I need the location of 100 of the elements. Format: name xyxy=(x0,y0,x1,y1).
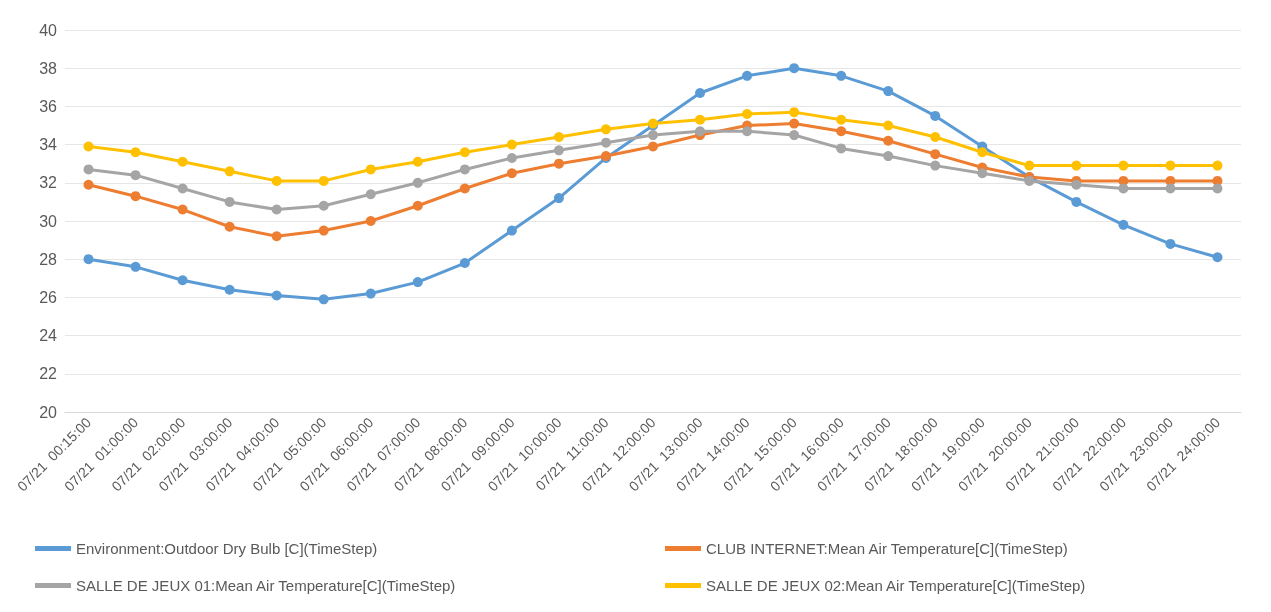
point xyxy=(459,183,470,194)
point xyxy=(836,143,847,154)
legend-label: SALLE DE JEUX 01:Mean Air Temperature[C](TimeStep) xyxy=(76,577,456,594)
point xyxy=(1118,183,1129,194)
point xyxy=(271,175,282,186)
legend-label: SALLE DE JEUX 02:Mean Air Temperature[C](TimeStep) xyxy=(706,577,1086,594)
point xyxy=(412,200,423,211)
point xyxy=(1024,160,1035,171)
point xyxy=(224,166,235,177)
point xyxy=(318,294,329,305)
point xyxy=(271,204,282,215)
point xyxy=(412,156,423,167)
point xyxy=(648,141,658,152)
y-tick-label: 34 xyxy=(39,136,58,154)
point xyxy=(412,177,423,188)
point xyxy=(506,139,517,150)
point xyxy=(695,114,706,125)
point xyxy=(1165,183,1176,194)
point xyxy=(742,70,753,81)
point xyxy=(883,86,894,97)
point xyxy=(271,231,282,242)
point xyxy=(506,168,517,179)
point xyxy=(648,130,658,141)
y-tick-label: 30 xyxy=(39,212,58,230)
point xyxy=(271,290,282,301)
point xyxy=(1212,252,1223,263)
legend-label: Environment:Outdoor Dry Bulb [C](TimeStep) xyxy=(76,540,378,557)
point xyxy=(318,200,329,211)
point xyxy=(83,179,94,190)
point xyxy=(83,141,94,152)
point xyxy=(318,175,329,186)
point xyxy=(506,152,517,163)
point xyxy=(365,189,376,200)
legend-label: CLUB INTERNET:Mean Air Temperature[C](TimeStep) xyxy=(706,540,1068,557)
point xyxy=(977,168,988,179)
point xyxy=(553,193,564,204)
y-tick-label: 26 xyxy=(39,288,58,306)
point xyxy=(1071,179,1082,190)
point xyxy=(130,170,141,181)
point xyxy=(789,107,800,118)
point xyxy=(553,131,564,142)
point xyxy=(1212,183,1223,194)
point xyxy=(1165,238,1176,249)
point xyxy=(930,131,941,142)
point xyxy=(883,135,894,146)
point xyxy=(600,124,611,135)
point xyxy=(930,160,941,171)
point xyxy=(930,110,941,121)
point xyxy=(177,183,188,194)
point xyxy=(883,120,894,131)
point xyxy=(130,261,141,272)
point xyxy=(459,164,470,175)
point xyxy=(318,225,329,236)
point xyxy=(1118,160,1129,171)
point xyxy=(836,114,847,125)
point xyxy=(695,88,706,99)
y-tick-label: 24 xyxy=(39,327,58,345)
point xyxy=(224,221,235,232)
point xyxy=(789,63,800,74)
point xyxy=(1212,160,1223,171)
point xyxy=(789,118,800,129)
point xyxy=(224,284,235,295)
point xyxy=(177,275,188,286)
point xyxy=(412,277,423,288)
point xyxy=(977,147,988,158)
point xyxy=(459,258,470,269)
point xyxy=(83,254,94,265)
point xyxy=(836,70,847,81)
point xyxy=(1118,219,1129,230)
point xyxy=(83,164,94,175)
point xyxy=(365,164,376,175)
point xyxy=(742,126,753,137)
point xyxy=(1071,160,1082,171)
point xyxy=(600,137,611,148)
point xyxy=(506,225,517,236)
point xyxy=(177,204,188,215)
point xyxy=(459,147,470,158)
y-tick-label: 22 xyxy=(39,365,58,383)
y-tick-label: 40 xyxy=(39,21,58,39)
point xyxy=(365,216,376,226)
point xyxy=(836,126,847,137)
point xyxy=(742,109,753,120)
point xyxy=(553,158,564,169)
point xyxy=(130,191,141,202)
point xyxy=(883,151,894,162)
point xyxy=(365,288,376,299)
y-tick-label: 32 xyxy=(39,174,58,192)
y-tick-label: 28 xyxy=(39,250,58,268)
point xyxy=(930,149,941,160)
point xyxy=(789,130,800,141)
point xyxy=(224,196,235,207)
point xyxy=(553,145,564,156)
y-tick-label: 38 xyxy=(39,59,58,77)
y-tick-label: 36 xyxy=(39,97,58,115)
point xyxy=(177,156,188,167)
point xyxy=(130,147,141,158)
point xyxy=(695,126,706,137)
point xyxy=(1071,196,1082,207)
y-tick-label: 20 xyxy=(39,403,58,421)
point xyxy=(1165,160,1176,171)
